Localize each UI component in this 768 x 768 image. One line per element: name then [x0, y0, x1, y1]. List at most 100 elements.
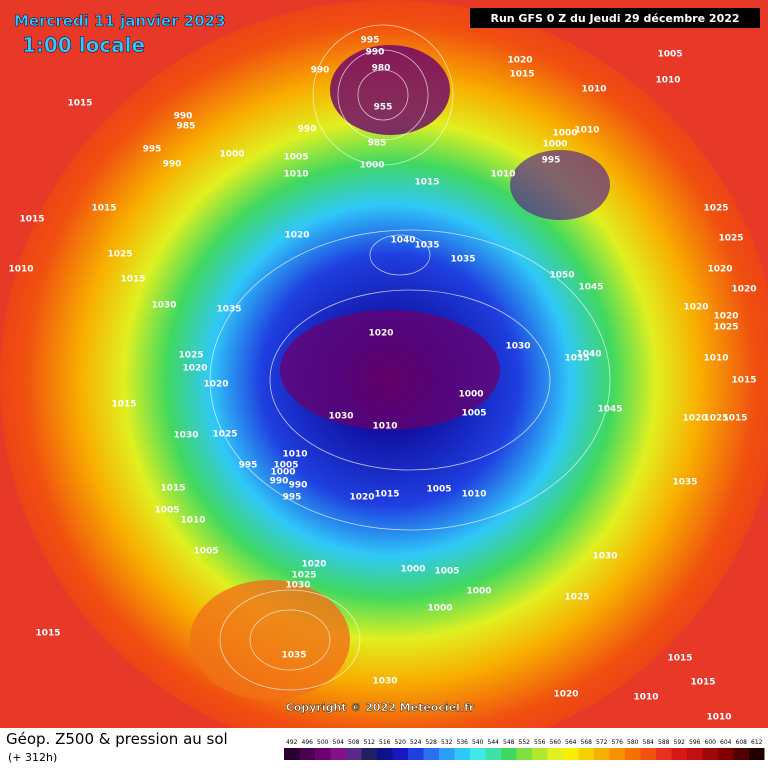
isobar-label: 1015: [731, 376, 756, 386]
isobar-label: 1005: [154, 506, 179, 516]
isobar-label: 1000: [400, 565, 425, 575]
isobar-label: 1030: [173, 431, 198, 441]
scale-swatch: [330, 748, 346, 760]
scale-label: 576: [612, 739, 624, 746]
scale-swatch: [408, 748, 424, 760]
local-time: 1:00 locale: [22, 33, 145, 57]
isobar-label: 990: [366, 48, 385, 58]
isobar-label: 990: [311, 66, 330, 76]
isobar-label: 985: [177, 122, 196, 132]
scale-label: 600: [705, 739, 717, 746]
scale-label: 512: [364, 739, 376, 746]
isobar-label: 1040: [576, 350, 601, 360]
scale-swatch: [718, 748, 734, 760]
low-center: [280, 310, 500, 430]
scale-label: 608: [736, 739, 748, 746]
scale-swatch: [609, 748, 625, 760]
isobar-label: 1000: [427, 604, 452, 614]
scale-swatch: [594, 748, 610, 760]
isobar-label: 1010: [372, 422, 397, 432]
scale-label: 532: [441, 739, 453, 746]
isobar-label: 1030: [328, 412, 353, 422]
scale-swatch: [315, 748, 331, 760]
isobar-label: 985: [368, 139, 387, 149]
scale-swatch: [516, 748, 532, 760]
isobar-label: 990: [289, 481, 308, 491]
low-center: [510, 150, 610, 220]
isobar-label: 995: [361, 36, 380, 46]
scale-swatch: [346, 748, 362, 760]
isobar-label: 1045: [578, 283, 603, 293]
isobar-label: 1035: [564, 354, 589, 364]
isobar-label: 1025: [703, 204, 728, 214]
isobar-label: 1020: [203, 380, 228, 390]
isobar-label: 1040: [390, 236, 415, 246]
isobar-label: 1015: [509, 70, 534, 80]
scale-label: 584: [643, 739, 655, 746]
scale-swatch: [640, 748, 656, 760]
isobar-label: 990: [298, 125, 317, 135]
scale-swatch: [377, 748, 393, 760]
isobar-label: 1010: [706, 713, 731, 723]
isobar-label: 1000: [466, 587, 491, 597]
isobar-label: 1020: [713, 312, 738, 322]
scale-swatch: [702, 748, 718, 760]
scale-label: 528: [426, 739, 438, 746]
isobar-label: 1050: [549, 271, 574, 281]
scale-swatch: [687, 748, 703, 760]
isobar-label: 1010: [655, 76, 680, 86]
scale-swatch: [284, 748, 300, 760]
isobar-label: 1035: [216, 305, 241, 315]
isobar-label: 1020: [301, 560, 326, 570]
scale-label: 508: [348, 739, 360, 746]
scale-label: 556: [534, 739, 546, 746]
scale-swatch: [656, 748, 672, 760]
isobar-label: 955: [374, 103, 393, 113]
isobar-label: 1015: [111, 400, 136, 410]
scale-swatch: [423, 748, 439, 760]
scale-swatch: [547, 748, 563, 760]
isobar-label: 1005: [426, 485, 451, 495]
isobar-label: 995: [239, 461, 258, 471]
isobar-label: 1010: [8, 265, 33, 275]
isobar-label: 1015: [690, 678, 715, 688]
isobar-label: 1030: [151, 301, 176, 311]
isobar-label: 1020: [683, 303, 708, 313]
isobar-label: 1010: [581, 85, 606, 95]
scale-label: 496: [302, 739, 314, 746]
isobar-label: 1020: [507, 56, 532, 66]
scale-swatch: [470, 748, 486, 760]
isobar-label: 1035: [281, 651, 306, 661]
scale-label: 560: [550, 739, 562, 746]
isobar-label: 1025: [718, 234, 743, 244]
isobar-label: 1025: [178, 351, 203, 361]
isobar-label: 1010: [574, 126, 599, 136]
scale-label: 564: [565, 739, 577, 746]
isobar-label: 995: [283, 493, 302, 503]
isobar-label: 1015: [160, 484, 185, 494]
isobar-label: 1005: [273, 461, 298, 471]
isobar-label: 1030: [372, 677, 397, 687]
isobar-label: 1025: [703, 414, 728, 424]
scale-swatch: [625, 748, 641, 760]
run-box: [470, 8, 760, 28]
isobar-label: 1045: [597, 405, 622, 415]
isobar-label: 1015: [374, 490, 399, 500]
isobar-label: 1015: [667, 654, 692, 664]
isobar-label: 1005: [193, 547, 218, 557]
scale-swatch: [485, 748, 501, 760]
isobar-label: 980: [372, 64, 391, 74]
isobar-label: 1000: [552, 129, 577, 139]
scale-swatch: [392, 748, 408, 760]
isobar-label: 1010: [703, 354, 728, 364]
scale-label: 544: [488, 739, 500, 746]
isobar-label: 990: [270, 477, 289, 487]
isobar-label: 1020: [368, 329, 393, 339]
isobar-label: 1010: [180, 516, 205, 526]
copyright: Copyright © 2022 Meteociel.fr: [286, 701, 475, 714]
scale-label: 500: [317, 739, 329, 746]
low-center: [330, 45, 450, 135]
scale-label: 612: [751, 739, 763, 746]
isobar-label: 1025: [713, 323, 738, 333]
scale-swatch: [671, 748, 687, 760]
